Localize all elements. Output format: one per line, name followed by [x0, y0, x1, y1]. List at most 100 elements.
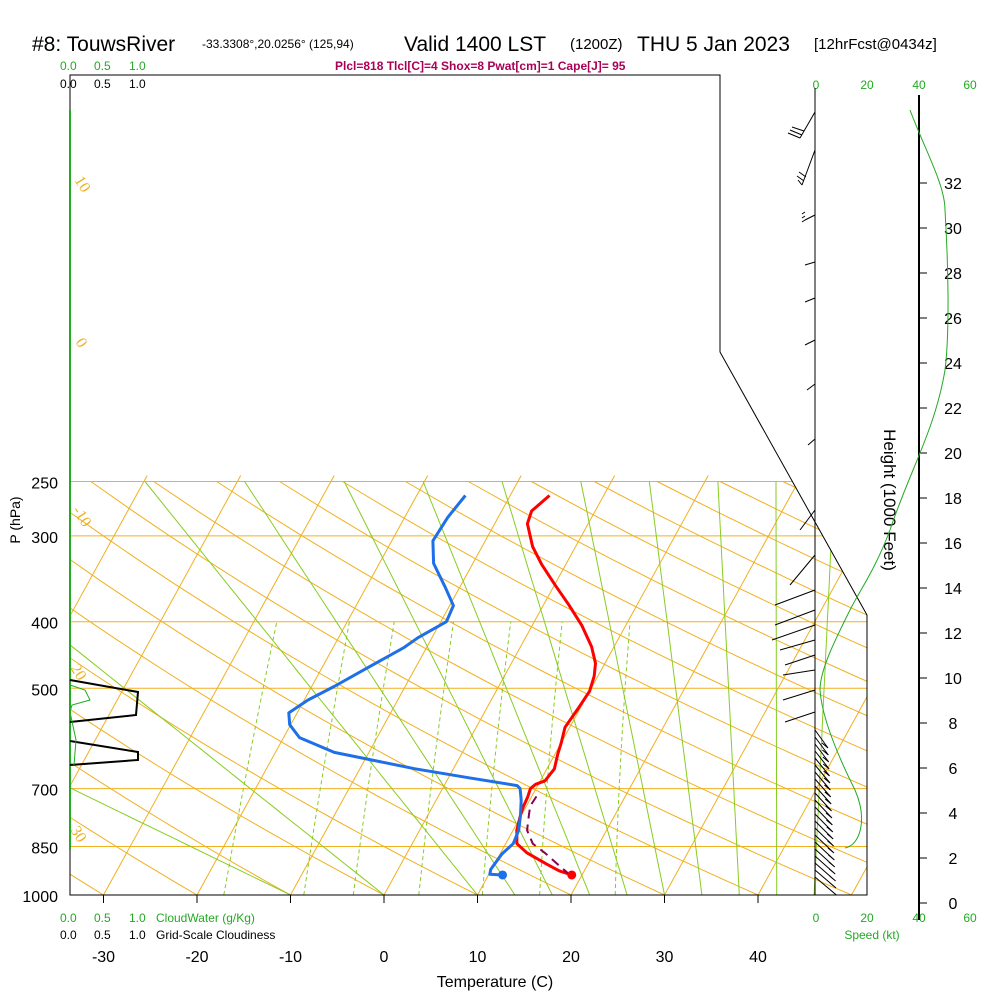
dry-adiabat-line [405, 481, 867, 895]
x-tick-label: -30 [92, 949, 115, 966]
wind-barb [804, 295, 816, 303]
thermo-background: 30 20 -10 0 10 0 10 20 30 1 2 3 5 8 12 20 [70, 173, 1000, 917]
cloudwater-tick: 0.0 [60, 911, 77, 925]
x-tick-label: -10 [279, 949, 302, 966]
cloudwater-tick: 0.0 [60, 59, 77, 73]
wind-barb [787, 111, 816, 139]
chart-indices: Plcl=818 Tlcl[C]=4 Shox=8 Pwat[cm]=1 Cap… [335, 59, 626, 73]
isotherm-line [570, 475, 803, 895]
height-tick-label: 30 [944, 221, 962, 238]
x-tick-label: 10 [469, 949, 487, 966]
height-tick-label: 2 [949, 851, 958, 868]
wind-barb [806, 382, 816, 391]
moist-adiabat-line [144, 481, 478, 895]
wind-barb [779, 639, 816, 651]
cloudiness-trace [69, 740, 139, 766]
dry-adiabat-line [70, 481, 759, 895]
dry-adiabat-line [70, 481, 478, 895]
dry-adiabat-line [70, 481, 572, 895]
pressure-tick-label: 700 [31, 783, 58, 800]
x-tick-label: 30 [656, 949, 674, 966]
wind-barb [814, 764, 831, 784]
cloudwater-tick: 0.5 [94, 911, 111, 925]
wind-barb [814, 820, 834, 840]
moist-adiabat-label: 20 [782, 456, 805, 479]
wind-barb [801, 211, 816, 223]
mixing-ratio-line [539, 621, 563, 895]
height-tick-label: 6 [949, 761, 958, 778]
x-tick-label: 20 [562, 949, 580, 966]
height-tick-label: 16 [944, 536, 962, 553]
isotherm-line [103, 475, 335, 895]
mixing-ratio-label: 2 [302, 903, 318, 917]
dry-adiabat-line [70, 481, 198, 895]
height-axis-label: Height (1000 Feet) [880, 429, 899, 571]
wind-barb [796, 149, 816, 186]
isotherm-line [196, 475, 429, 895]
dry-adiabat-line [70, 481, 385, 895]
isotherm-line [70, 475, 242, 895]
cloudwater-label: CloudWater (g/Kg) [156, 911, 255, 925]
moist-adiabat-line [813, 481, 835, 895]
wind-barb [782, 669, 816, 676]
wind-speed-tick: 40 [912, 78, 926, 92]
dry-adiabat-line [845, 481, 867, 895]
wind-barb [804, 255, 816, 266]
moist-adiabat-line [422, 481, 591, 895]
pressure-tick-label: 400 [31, 616, 58, 633]
dry-adiabat-line [153, 481, 867, 895]
wind-speed-tick: 60 [963, 911, 977, 925]
mixing-ratio-label: 8 [478, 903, 494, 917]
dry-adiabat-line [972, 482, 1000, 896]
moist-adiabat-line [580, 481, 665, 895]
height-tick-label: 20 [944, 446, 962, 463]
wind-barb [784, 711, 816, 723]
isotherm-line [290, 475, 522, 895]
dewpoint-line [287, 494, 523, 877]
wind-barb [774, 589, 816, 606]
pressure-tick-label: 300 [31, 530, 58, 547]
cloudwater-tick: 1.0 [129, 59, 146, 73]
wind-speed-trace [819, 109, 949, 849]
moist-adiabat-line [775, 481, 778, 895]
mixing-ratio-line [352, 621, 395, 895]
isotherm-line [383, 475, 616, 895]
wind-barb [799, 509, 816, 531]
cloud-profile [69, 110, 140, 850]
height-tick-label: 22 [944, 401, 962, 418]
mixing-ratio-line [418, 621, 454, 895]
height-tick-label: 28 [944, 266, 962, 283]
height-tick-label: 12 [944, 626, 962, 643]
wind-speed-tick: 0 [813, 911, 820, 925]
chart-forecast: [12hrFcst@0434z] [814, 36, 937, 53]
moist-adiabat-line [70, 481, 385, 895]
wind-barb [814, 785, 832, 805]
x-tick-label: 0 [380, 949, 389, 966]
mixing-ratio-label: 5 [415, 903, 431, 917]
surface-dewpoint-point [498, 870, 508, 880]
plot-border [69, 74, 868, 896]
moist-adiabat-label: 10 [739, 368, 762, 391]
mixing-ratio-label: 12 [535, 897, 555, 917]
pressure-tick-label: 850 [31, 841, 58, 858]
wind-speed-tick: 60 [963, 78, 977, 92]
dry-adiabat-label: 0 [72, 335, 91, 351]
mixing-ratio-line [303, 621, 350, 895]
dry-adiabat-line [468, 481, 867, 895]
moist-adiabat-line [244, 481, 516, 895]
chart-title: #8: TouwsRiver [32, 33, 175, 56]
wind-barb [807, 438, 816, 446]
cloud-axis-top: 0.0 0.5 1.0 0.0 0.5 1.0 [60, 59, 146, 91]
mixing-ratio-label: 3 [353, 903, 369, 917]
cloudiness-tick: 0.5 [94, 928, 111, 942]
dry-adiabat-line [593, 481, 867, 895]
cloudiness-tick: 1.0 [129, 928, 146, 942]
height-tick-label: 14 [944, 581, 962, 598]
mixing-ratio-line [614, 621, 631, 895]
surface-temperature-point [567, 870, 577, 880]
x-tick-label: 40 [749, 949, 767, 966]
plot-frame [69, 74, 920, 920]
wind-barb [782, 689, 816, 701]
wind-barb [814, 806, 833, 826]
